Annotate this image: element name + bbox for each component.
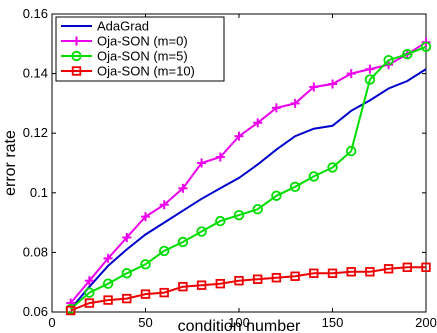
circle-marker: [121, 268, 133, 279]
square-marker: [290, 271, 300, 281]
square-marker: [383, 264, 394, 274]
x-axis-label: condition number: [178, 318, 301, 333]
y-axis-label: error rate: [2, 130, 19, 196]
plus-marker: [234, 131, 244, 141]
series-2: [65, 41, 432, 315]
plus-marker: [309, 82, 319, 92]
circle-marker: [364, 74, 376, 85]
plus-marker: [253, 118, 263, 128]
square-marker: [327, 268, 338, 278]
square-marker: [346, 267, 356, 277]
plus-marker: [365, 64, 375, 74]
y-tick-label: 0.12: [23, 125, 48, 140]
series-3: [66, 262, 431, 316]
plus-marker: [122, 233, 132, 242]
circle-marker: [402, 49, 413, 60]
square-marker: [122, 293, 132, 304]
circle-marker: [102, 278, 114, 289]
square-marker: [159, 287, 169, 298]
plus-marker: [215, 152, 225, 162]
circle-marker: [177, 236, 189, 248]
legend-item: Oja-SON (m=0): [61, 34, 188, 49]
plus-marker: [290, 98, 300, 108]
x-tick-label: 0: [48, 315, 55, 330]
square-marker: [271, 273, 282, 283]
plus-marker: [328, 79, 337, 89]
circle-marker: [289, 181, 301, 193]
square-marker: [252, 274, 263, 284]
square-marker: [215, 278, 225, 289]
circle-marker: [346, 145, 357, 157]
circle-marker: [383, 54, 394, 66]
series-line: [70, 45, 427, 310]
plus-marker: [84, 276, 94, 286]
y-tick-label: 0.1: [30, 185, 48, 200]
square-marker: [178, 281, 188, 292]
y-tick-label: 0.16: [23, 6, 48, 21]
square-marker: [84, 298, 95, 308]
x-tick-label: 50: [138, 315, 152, 330]
square-marker: [103, 295, 113, 305]
circle-marker: [215, 215, 226, 227]
square-marker: [234, 276, 244, 286]
circle-marker: [308, 171, 320, 182]
square-marker: [365, 267, 375, 277]
y-tick-label: 0.06: [23, 304, 48, 319]
circle-marker: [233, 209, 245, 221]
legend-item: Oja-SON (m=10): [61, 64, 195, 79]
square-marker: [421, 262, 431, 272]
square-marker: [71, 66, 82, 76]
legend-label: Oja-SON (m=5): [97, 49, 188, 64]
legend-label: AdaGrad: [97, 19, 149, 34]
x-tick-label: 200: [415, 315, 437, 330]
circle-marker: [71, 50, 82, 62]
plus-marker: [72, 36, 81, 46]
plus-marker: [141, 212, 150, 222]
circle-marker: [271, 190, 282, 201]
x-tick-label: 100: [228, 315, 250, 330]
plus-marker: [271, 103, 281, 113]
square-marker: [309, 268, 319, 278]
plus-marker: [103, 253, 113, 263]
series-0: [69, 68, 427, 310]
square-marker: [402, 262, 412, 272]
circle-marker: [327, 162, 338, 173]
plus-marker: [346, 69, 356, 79]
plus-marker: [159, 200, 169, 210]
plus-marker: [178, 183, 188, 193]
circle-marker: [140, 259, 151, 270]
x-tick-label: 150: [322, 315, 344, 330]
axis-ticks: 0 50 100 150 200 0.06 0.08 0.1 0.12 0.14 0.16: [23, 6, 437, 330]
circle-marker: [252, 203, 263, 215]
circle-marker: [84, 287, 95, 298]
y-tick-label: 0.14: [23, 66, 48, 81]
square-marker: [196, 280, 207, 290]
circle-marker: [420, 41, 432, 52]
y-tick-label: 0.08: [23, 244, 48, 259]
legend-label: Oja-SON (m=10): [97, 64, 195, 79]
square-marker: [66, 305, 76, 316]
series-line: [69, 68, 427, 310]
series-1: [66, 37, 431, 308]
legend-item: Oja-SON (m=5): [61, 49, 188, 64]
circle-marker: [196, 226, 207, 237]
legend-item: AdaGrad: [61, 19, 149, 34]
legend-label: Oja-SON (m=0): [97, 34, 188, 49]
square-marker: [140, 289, 151, 299]
circle-marker: [158, 245, 170, 257]
series-layer: [65, 37, 432, 316]
plus-marker: [197, 158, 207, 168]
